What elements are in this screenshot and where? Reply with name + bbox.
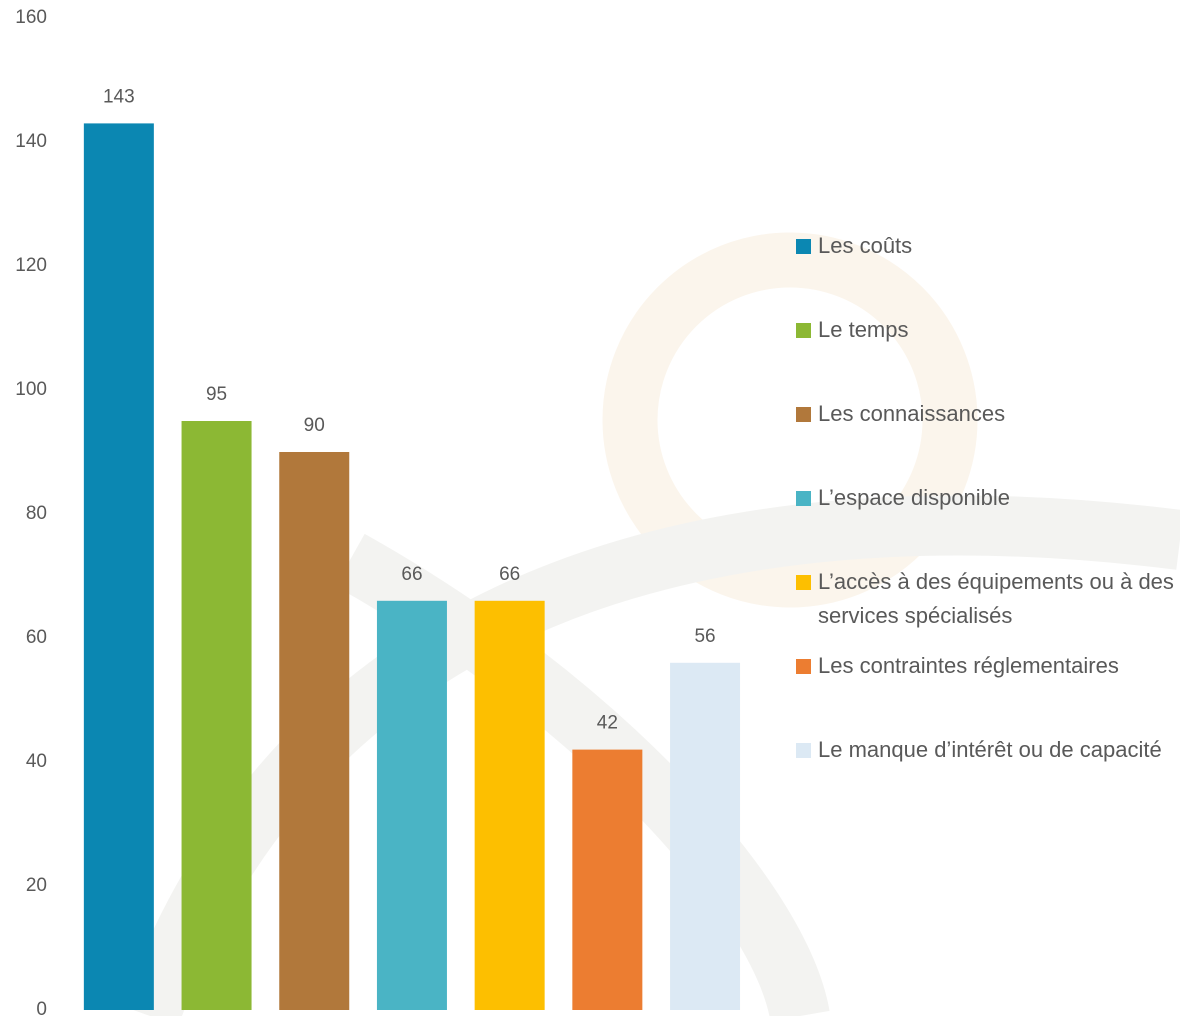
data-label: 95 [206,384,227,405]
data-label: 66 [401,564,422,585]
legend-swatch [796,575,811,590]
legend-swatch [796,743,811,758]
bar [279,452,350,1010]
bar [670,662,741,1010]
legend-label: L’accès à des équipements ou à des servi… [818,569,1174,628]
data-label: 56 [694,626,715,647]
y-tick-label: 160 [15,7,47,28]
y-tick-label: 20 [26,875,47,896]
legend-label: Le manque d’intérêt ou de capacité [818,737,1162,762]
legend-label: Les coûts [818,233,913,258]
y-tick-label: 140 [15,131,47,152]
data-label: 66 [499,564,520,585]
legend-item: Le manque d’intérêt ou de capacité [796,733,1180,767]
legend-swatch [796,239,811,254]
bar [376,600,447,1010]
y-tick-label: 80 [26,503,47,524]
data-label: 42 [597,713,618,734]
legend-label: Le temps [818,317,909,342]
y-tick-label: 0 [36,999,47,1016]
y-tick-label: 40 [26,751,47,772]
y-tick-label: 100 [15,379,47,400]
bar [83,123,154,1010]
bar [474,600,545,1010]
bar [572,749,643,1010]
watermark-ring [602,232,978,608]
watermark-arc [335,533,830,1016]
legend-label: Les contraintes réglementaires [818,653,1119,678]
legend-label: Les connaissances [818,401,1006,426]
legend-item: L’espace disponible [796,481,1180,515]
data-label: 90 [304,415,325,436]
legend-swatch [796,407,811,422]
y-tick-label: 120 [15,255,47,276]
data-label: 143 [103,86,135,107]
bar [181,421,252,1010]
legend-item: Les contraintes réglementaires [796,649,1180,683]
legend-swatch [796,323,811,338]
legend-item: Les connaissances [796,397,1180,431]
legend-item: Les coûts [796,229,1180,263]
legend-item: L’accès à des équipements ou à des servi… [796,565,1180,633]
legend-swatch [796,659,811,674]
legend-swatch [796,491,811,506]
legend-item: Le temps [796,313,1180,347]
y-tick-label: 60 [26,627,47,648]
legend-label: L’espace disponible [818,485,1011,510]
